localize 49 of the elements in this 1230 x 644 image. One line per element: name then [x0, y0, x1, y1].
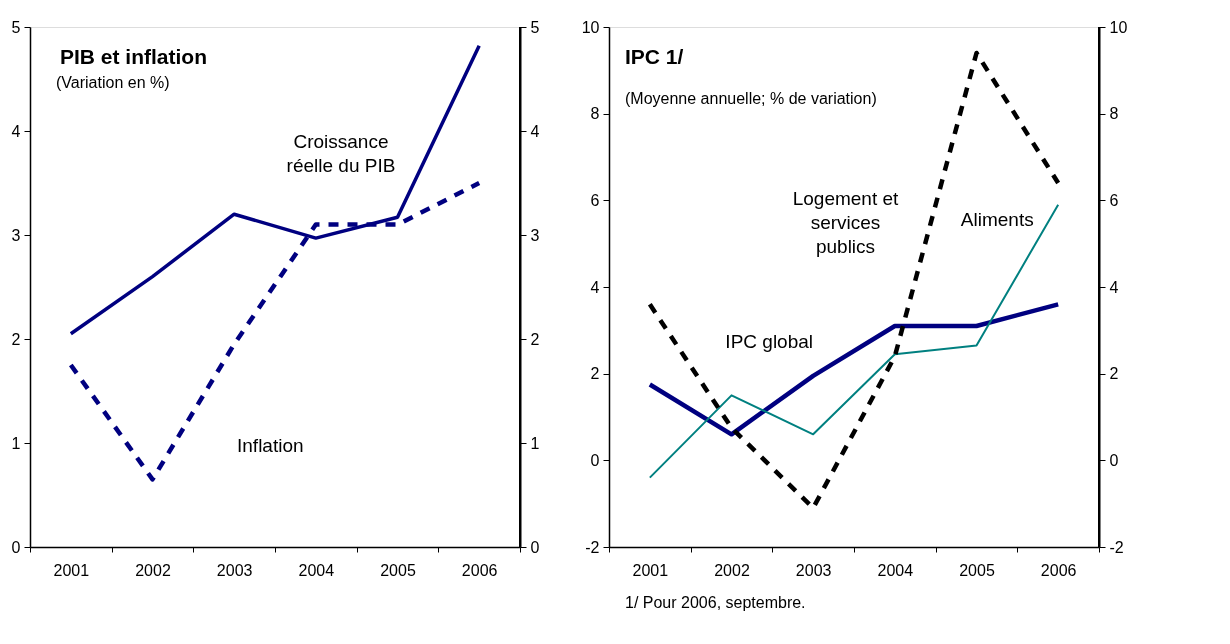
y-tick-label: 3 — [11, 226, 21, 244]
y-tick-label: 10 — [581, 18, 600, 36]
y-tick-label: 2 — [590, 365, 600, 383]
x-tick-label: 2002 — [714, 561, 750, 579]
series-label: Aliments — [960, 209, 1034, 231]
x-tick-label: 2005 — [380, 561, 416, 579]
y2-tick-label: 4 — [1109, 278, 1119, 296]
y-tick-label: -2 — [585, 538, 600, 556]
y2-tick-label: 10 — [1109, 18, 1128, 36]
y2-tick-label: 3 — [530, 226, 540, 244]
y2-tick-label: -2 — [1109, 538, 1124, 556]
y2-tick-label: 8 — [1109, 105, 1119, 123]
y2-tick-label: 0 — [1109, 451, 1119, 469]
x-tick-label: 2003 — [795, 561, 832, 579]
text: (Variation en %) — [56, 74, 170, 91]
x-tick-label: 2004 — [877, 561, 914, 579]
series-label: Logement et services publics — [792, 187, 900, 257]
x-tick-label: 2003 — [216, 561, 253, 579]
text: (Moyenne annuelle; % de variation) — [625, 90, 877, 107]
x-tick-label: 2005 — [959, 561, 995, 579]
y-tick-label: 8 — [590, 105, 600, 123]
y-tick-label: 4 — [11, 122, 21, 140]
y2-tick-label: 1 — [530, 434, 540, 452]
y2-tick-label: 0 — [530, 538, 540, 556]
text: Inflation — [237, 435, 304, 457]
y-tick-label: 2 — [11, 330, 21, 348]
x-tick-label: 2006 — [461, 561, 498, 579]
series-label: IPC global — [725, 331, 814, 353]
text: IPC 1/ — [625, 45, 684, 68]
text: PIB et inflation — [60, 45, 207, 68]
y-tick-label: 5 — [11, 18, 21, 36]
y-tick-label: 0 — [11, 538, 21, 556]
x-tick-label: 2001 — [53, 561, 90, 579]
series-label: Croissance réelle du PIB — [286, 130, 396, 176]
x-tick-label: 2002 — [135, 561, 171, 579]
line-series — [647, 302, 1061, 437]
y-tick-label: 4 — [590, 278, 600, 296]
y2-tick-label: 6 — [1109, 191, 1119, 209]
x-tick-label: 2006 — [1040, 561, 1077, 579]
y-tick-label: 0 — [590, 451, 600, 469]
y-tick-label: 1 — [11, 434, 21, 452]
y2-tick-label: 4 — [530, 122, 540, 140]
text: 1/ Pour 2006, septembre. — [625, 594, 806, 611]
x-tick-label: 2004 — [298, 561, 335, 579]
y2-tick-label: 2 — [1109, 365, 1119, 383]
x-tick-label: 2001 — [632, 561, 669, 579]
y2-tick-label: 2 — [530, 330, 540, 348]
y2-tick-label: 5 — [530, 18, 540, 36]
y-tick-label: 6 — [590, 191, 600, 209]
